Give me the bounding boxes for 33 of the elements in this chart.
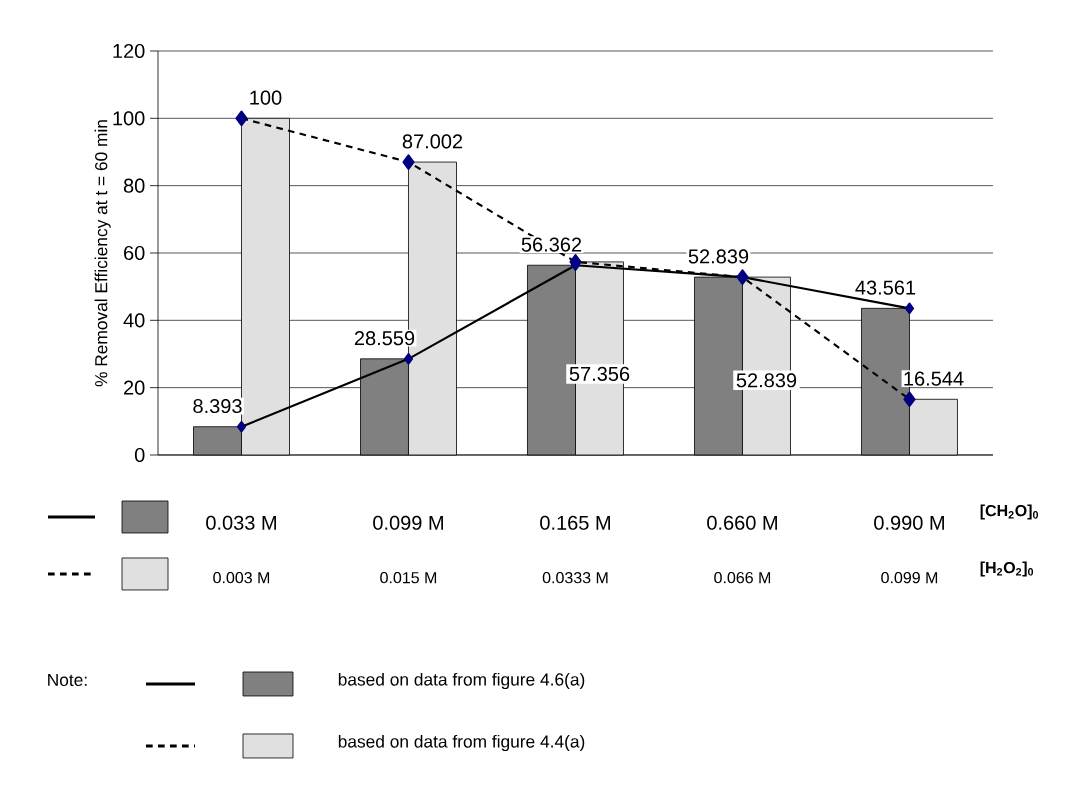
data-label: 56.362 xyxy=(521,237,582,252)
data-label: 52.839 xyxy=(688,249,749,264)
text: [H$_{2}$O$_{2}$]$_{0}$ xyxy=(980,561,1034,577)
y-tick-label: 40 xyxy=(123,313,145,328)
y-tick-label: 0 xyxy=(134,447,145,463)
data-label: 52.839 xyxy=(736,373,797,388)
y-tick-label: 80 xyxy=(123,178,145,193)
text: based on data from figure 4.4(a) xyxy=(338,734,585,752)
y-tick-label: 100 xyxy=(113,111,145,126)
x-tick-label: 0.990 M xyxy=(874,515,944,530)
x-tick-label: 0.033 M xyxy=(206,515,276,530)
y-tick-label: 120 xyxy=(113,43,145,59)
data-label: 28.559 xyxy=(354,331,415,346)
y-axis-title: % Removal Efficiency at t = 60 min xyxy=(94,120,111,387)
text: [CH$_{2}$O]$_{0}$ xyxy=(980,504,1039,520)
data-label: 8.393 xyxy=(193,398,242,414)
y-tick-label: 20 xyxy=(124,380,145,395)
x-tick-label: 0.165 M xyxy=(540,515,610,530)
text: 0.0333 M xyxy=(542,571,608,584)
data-label: 16.544 xyxy=(904,371,964,386)
text: Note: xyxy=(48,673,87,687)
x-tick-label: 0.660 M xyxy=(707,515,777,530)
text: 0.066 M xyxy=(714,571,771,584)
data-label: 87.002 xyxy=(402,134,463,149)
text: based on data from figure 4.6(a) xyxy=(338,672,585,690)
text: 0.003 M xyxy=(213,571,270,584)
text: 0.015 M xyxy=(380,571,437,584)
text: 0.099 M xyxy=(881,571,938,584)
y-tick-label: 60 xyxy=(124,245,145,261)
data-label: 100 xyxy=(250,90,282,105)
data-label: 43.561 xyxy=(855,280,916,295)
data-label: 57.356 xyxy=(569,366,630,381)
x-tick-label: 0.099 M xyxy=(373,515,443,530)
